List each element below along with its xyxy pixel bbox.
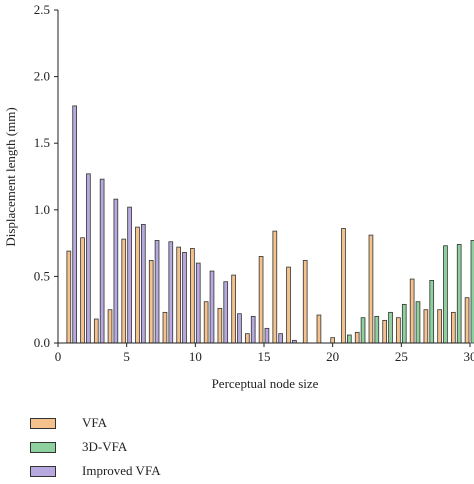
x-tick-label-30: 30 — [464, 349, 474, 364]
y-axis-label: Displacement length (mm) — [3, 107, 18, 246]
y-tick-label-1.5: 1.5 — [34, 135, 50, 150]
bar-vfa-3 — [94, 319, 98, 343]
bar-vfa-24 — [383, 320, 387, 343]
bar-vfa-8 — [163, 312, 167, 343]
bar-improved-vfa-16 — [279, 334, 283, 343]
bar-vfa-23 — [369, 235, 373, 343]
bar-improved-vfa-5 — [128, 207, 132, 343]
y-tick-label-2.5: 2.5 — [34, 2, 50, 17]
bar-improved-vfa-7 — [155, 240, 159, 343]
bar-vfa-14 — [245, 334, 249, 343]
bar-3d-vfa-25 — [402, 304, 406, 343]
bar-vfa-22 — [355, 332, 359, 343]
y-tick-label-0.5: 0.5 — [34, 268, 50, 283]
bar-3d-vfa-27 — [430, 280, 434, 343]
bar-vfa-1 — [67, 251, 71, 343]
legend-label-improved-vfa: Improved VFA — [82, 463, 161, 479]
bar-vfa-16 — [273, 231, 277, 343]
y-tick-label-0: 0.0 — [34, 335, 50, 350]
bar-improved-vfa-13 — [238, 314, 242, 343]
axes-layer: 0.0 0.5 1.0 1.5 2.0 2.5 0 5 10 15 20 25 30 — [34, 2, 474, 364]
bar-improved-vfa-1 — [73, 106, 77, 343]
bar-vfa-4 — [108, 310, 112, 343]
x-tick-label-15: 15 — [258, 349, 271, 364]
bar-improved-vfa-14 — [251, 316, 255, 343]
legend-swatch-3d-vfa — [30, 442, 56, 453]
axes-frame — [58, 10, 470, 343]
bar-3d-vfa-22 — [361, 318, 365, 343]
y-tick-label-1: 1.0 — [34, 202, 50, 217]
bar-improved-vfa-9 — [183, 252, 187, 343]
x-tick-label-10: 10 — [189, 349, 202, 364]
bars-layer — [67, 106, 474, 343]
bar-vfa-19 — [317, 315, 321, 343]
bar-improved-vfa-3 — [100, 179, 104, 343]
bar-vfa-17 — [287, 267, 291, 343]
bar-vfa-15 — [259, 256, 263, 343]
bar-3d-vfa-21 — [347, 335, 351, 343]
legend-swatch-vfa — [30, 418, 56, 429]
bar-vfa-7 — [149, 260, 153, 343]
x-tick-label-5: 5 — [123, 349, 130, 364]
legend-item-3d-vfa: 3D-VFA — [30, 436, 161, 458]
bar-vfa-30 — [465, 298, 469, 343]
legend: VFA 3D-VFA Improved VFA — [30, 412, 161, 484]
bar-3d-vfa-26 — [416, 302, 420, 343]
bar-vfa-10 — [190, 248, 194, 343]
bar-chart-svg: 0.0 0.5 1.0 1.5 2.0 2.5 0 5 10 15 20 25 30 Displacem… — [0, 0, 474, 400]
bar-3d-vfa-24 — [389, 312, 393, 343]
bar-vfa-9 — [177, 247, 181, 343]
bar-vfa-27 — [424, 310, 428, 343]
bar-vfa-28 — [438, 310, 442, 343]
y-tick-label-2: 2.0 — [34, 69, 50, 84]
bar-vfa-6 — [136, 227, 140, 343]
bar-vfa-29 — [451, 312, 455, 343]
bar-improved-vfa-10 — [196, 263, 200, 343]
bar-improved-vfa-11 — [210, 271, 214, 343]
bar-vfa-12 — [218, 308, 222, 343]
bar-improved-vfa-15 — [265, 328, 269, 343]
bar-3d-vfa-23 — [375, 316, 379, 343]
bar-vfa-5 — [122, 239, 126, 343]
x-axis-label: Perceptual node size — [212, 376, 319, 391]
x-tick-label-20: 20 — [326, 349, 339, 364]
bar-vfa-25 — [396, 318, 400, 343]
bar-improved-vfa-6 — [141, 224, 145, 343]
bar-improved-vfa-4 — [114, 199, 118, 343]
legend-label-3d-vfa: 3D-VFA — [82, 439, 127, 455]
bar-vfa-20 — [331, 338, 335, 343]
bar-3d-vfa-28 — [444, 246, 448, 343]
bar-vfa-26 — [410, 279, 414, 343]
x-tick-label-25: 25 — [395, 349, 408, 364]
legend-label-vfa: VFA — [82, 415, 107, 431]
legend-swatch-improved-vfa — [30, 466, 56, 477]
bar-vfa-2 — [81, 238, 85, 343]
bar-improved-vfa-8 — [169, 242, 173, 343]
bar-improved-vfa-12 — [224, 282, 228, 343]
bar-vfa-13 — [232, 275, 236, 343]
bar-3d-vfa-29 — [457, 244, 461, 343]
bar-vfa-11 — [204, 302, 208, 343]
x-tick-label-0: 0 — [55, 349, 62, 364]
legend-item-vfa: VFA — [30, 412, 161, 434]
bar-vfa-21 — [342, 228, 346, 343]
bar-improved-vfa-2 — [86, 174, 90, 343]
bar-vfa-18 — [303, 260, 307, 343]
